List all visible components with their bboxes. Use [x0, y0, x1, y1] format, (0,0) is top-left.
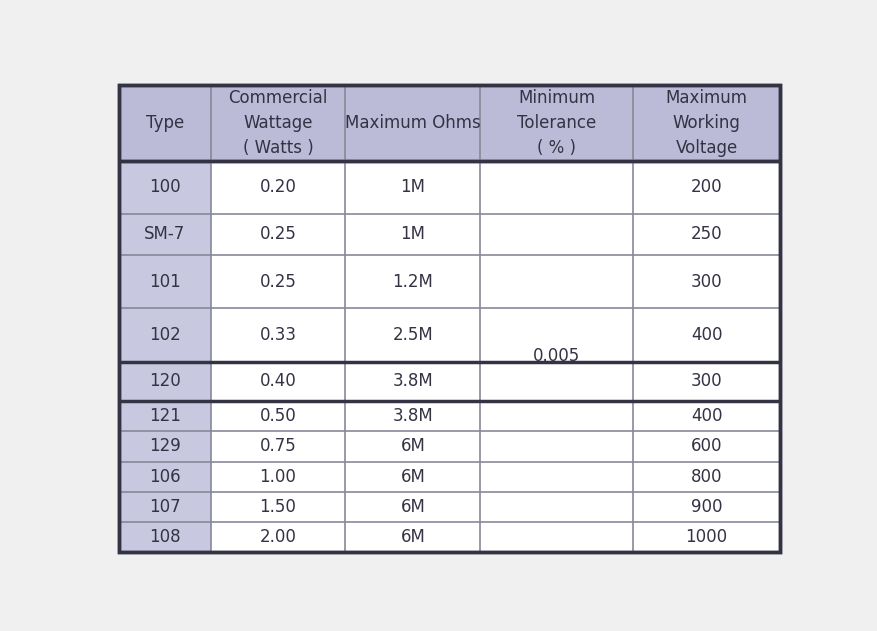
Text: 129: 129: [149, 437, 181, 456]
Bar: [210, 309, 346, 362]
Bar: [210, 362, 346, 401]
Text: 6M: 6M: [401, 498, 425, 516]
Bar: [633, 401, 780, 432]
Bar: [633, 462, 780, 492]
Text: 6M: 6M: [401, 468, 425, 486]
Text: 106: 106: [149, 468, 181, 486]
Text: 250: 250: [691, 225, 723, 244]
Text: 1M: 1M: [401, 178, 425, 196]
Bar: [119, 401, 210, 432]
Text: Maximum
Working
Voltage: Maximum Working Voltage: [666, 89, 748, 156]
Text: 120: 120: [149, 372, 181, 391]
Text: Type: Type: [146, 114, 184, 132]
Bar: [346, 432, 481, 462]
Bar: [210, 492, 346, 522]
Text: 2.00: 2.00: [260, 528, 296, 546]
Bar: [119, 214, 210, 255]
Text: 3.8M: 3.8M: [393, 407, 433, 425]
Bar: [119, 462, 210, 492]
Bar: [210, 401, 346, 432]
Text: 200: 200: [691, 178, 723, 196]
Text: Minimum
Tolerance
( % ): Minimum Tolerance ( % ): [517, 89, 596, 156]
Text: 300: 300: [691, 372, 723, 391]
Bar: [346, 309, 481, 362]
Bar: [346, 462, 481, 492]
Text: 6M: 6M: [401, 528, 425, 546]
Bar: [346, 492, 481, 522]
Bar: [119, 362, 210, 401]
Text: 0.50: 0.50: [260, 407, 296, 425]
Text: 400: 400: [691, 407, 723, 425]
Text: 300: 300: [691, 273, 723, 291]
Bar: [210, 214, 346, 255]
Text: 600: 600: [691, 437, 723, 456]
Bar: [346, 214, 481, 255]
Text: 1.50: 1.50: [260, 498, 296, 516]
Text: 0.005: 0.005: [533, 348, 581, 365]
Text: 900: 900: [691, 498, 723, 516]
Bar: [633, 432, 780, 462]
Text: SM-7: SM-7: [144, 225, 185, 244]
Text: 101: 101: [149, 273, 181, 291]
Text: 800: 800: [691, 468, 723, 486]
Text: 0.33: 0.33: [260, 326, 296, 344]
Text: 2.5M: 2.5M: [393, 326, 433, 344]
Bar: [119, 522, 210, 552]
Bar: [346, 255, 481, 309]
Bar: [633, 362, 780, 401]
Bar: [210, 85, 346, 160]
Text: 1M: 1M: [401, 225, 425, 244]
Text: 3.8M: 3.8M: [393, 372, 433, 391]
Bar: [210, 462, 346, 492]
Text: Maximum Ohms: Maximum Ohms: [345, 114, 481, 132]
Bar: [119, 85, 210, 160]
Bar: [346, 362, 481, 401]
Text: 1000: 1000: [686, 528, 728, 546]
Bar: [210, 522, 346, 552]
Text: 108: 108: [149, 528, 181, 546]
Bar: [119, 309, 210, 362]
Bar: [210, 432, 346, 462]
Text: 102: 102: [149, 326, 181, 344]
Text: 6M: 6M: [401, 437, 425, 456]
Bar: [633, 522, 780, 552]
Bar: [633, 255, 780, 309]
Text: 0.40: 0.40: [260, 372, 296, 391]
Text: 121: 121: [149, 407, 181, 425]
Bar: [633, 309, 780, 362]
Bar: [119, 432, 210, 462]
Bar: [346, 160, 481, 214]
Bar: [481, 160, 633, 552]
Bar: [119, 492, 210, 522]
Bar: [346, 522, 481, 552]
Bar: [633, 492, 780, 522]
Text: 0.20: 0.20: [260, 178, 296, 196]
Bar: [210, 255, 346, 309]
Text: 0.25: 0.25: [260, 225, 296, 244]
Text: 1.00: 1.00: [260, 468, 296, 486]
Text: 100: 100: [149, 178, 181, 196]
Text: Commercial
Wattage
( Watts ): Commercial Wattage ( Watts ): [228, 89, 328, 156]
Bar: [210, 160, 346, 214]
Text: 1.2M: 1.2M: [393, 273, 433, 291]
Text: 400: 400: [691, 326, 723, 344]
Bar: [481, 85, 633, 160]
Bar: [346, 85, 481, 160]
Text: 107: 107: [149, 498, 181, 516]
Bar: [119, 255, 210, 309]
Bar: [633, 160, 780, 214]
Text: 0.75: 0.75: [260, 437, 296, 456]
Text: 0.25: 0.25: [260, 273, 296, 291]
Bar: [346, 401, 481, 432]
Bar: [633, 214, 780, 255]
Bar: [119, 160, 210, 214]
Bar: [633, 85, 780, 160]
